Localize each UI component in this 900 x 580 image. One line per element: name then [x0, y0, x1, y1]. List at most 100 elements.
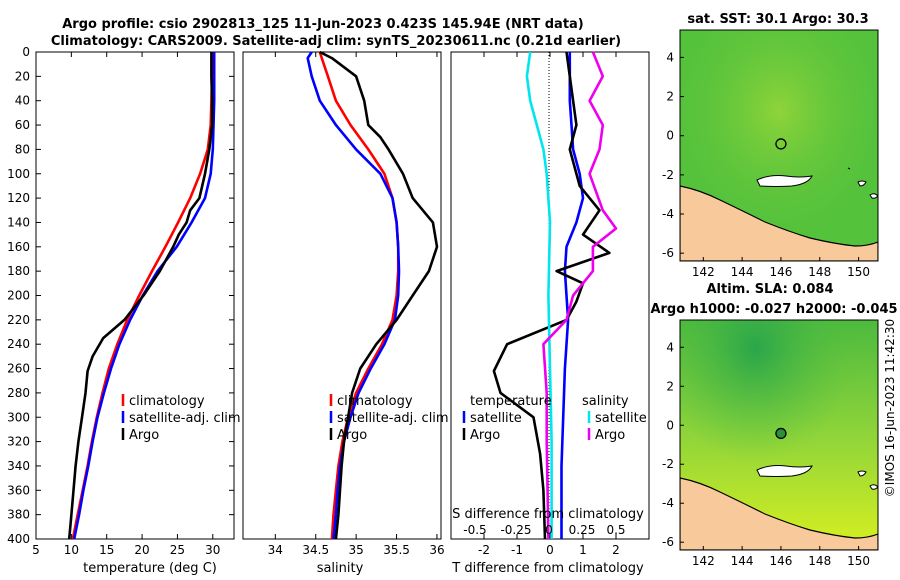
y-tick-label: 300 [7, 410, 30, 424]
legend-label-satellite: satellite-adj. clim [129, 411, 241, 426]
s-difference-tick-label: -0.25 [500, 523, 531, 537]
legend-label-t-satellite: satellite [470, 411, 522, 426]
legend-label-climatology: climatology [129, 394, 205, 409]
x-tick-label: 20 [134, 543, 149, 557]
map-y-tick-label: 4 [666, 50, 674, 64]
sla-land [680, 477, 878, 550]
x-tick-label: 36 [429, 543, 444, 557]
t-difference-label: T difference from climatology [451, 561, 644, 576]
y-tick-label: 240 [7, 337, 30, 351]
sst-map-title: sat. SST: 30.1 Argo: 30.3 [687, 12, 868, 27]
y-tick-label: 100 [7, 167, 30, 181]
y-tick-label: 20 [15, 69, 30, 83]
legend-label-s-argo: Argo [595, 428, 625, 443]
x-tick-label: 5 [32, 543, 40, 557]
map-x-tick-label: 148 [808, 554, 831, 568]
map-y-tick-label: -6 [662, 535, 674, 549]
salinity-legend: climatology satellite-adj. clim Argo [329, 394, 449, 443]
imos-credit: ©IMOS 16-Jun-2023 11:42:30 [883, 319, 897, 497]
legend-label-t-argo: Argo [470, 428, 500, 443]
map-x-tick-label: 150 [847, 554, 870, 568]
y-tick-label: 160 [7, 240, 30, 254]
temperature-panel: 0204060801001201401601802002202402602803… [7, 45, 649, 576]
x-tick-label: -1 [511, 543, 523, 557]
map-x-tick-label: 144 [731, 554, 754, 568]
legend-label-argo: Argo [337, 428, 367, 443]
x-tick-label: 15 [99, 543, 114, 557]
y-tick-label: 260 [7, 362, 30, 376]
y-tick-label: 340 [7, 459, 30, 473]
y-tick-label: 40 [15, 94, 30, 108]
legend-label-satellite: satellite-adj. clim [337, 411, 449, 426]
y-tick-label: 60 [15, 118, 30, 132]
temperature-xlabel: temperature (deg C) [83, 561, 217, 576]
x-tick-label: 30 [205, 543, 220, 557]
map-y-tick-label: 2 [666, 379, 674, 393]
y-tick-label: 400 [7, 532, 30, 546]
y-tick-label: 280 [7, 386, 30, 400]
map-x-tick-label: 148 [808, 265, 831, 279]
y-tick-label: 180 [7, 264, 30, 278]
x-tick-label: 35 [349, 543, 364, 557]
legend-label-argo: Argo [129, 428, 159, 443]
series-line-argo [67, 52, 214, 540]
y-tick-label: 140 [7, 215, 30, 229]
temperature-axes-box [35, 51, 235, 540]
s-difference-tick-label: 0 [545, 523, 553, 537]
y-tick-label: 380 [7, 508, 30, 522]
sla-map-title: Altim. SLA: 0.084 [707, 282, 834, 297]
map-x-tick-label: 142 [692, 265, 715, 279]
y-tick-label: 80 [15, 142, 30, 156]
sla-argo-marker [775, 427, 787, 440]
s-difference-tick-label: -0.5 [463, 523, 486, 537]
series-line-s-argo [542, 51, 618, 540]
sla-map-subtitle: Argo h1000: -0.027 h2000: -0.045 [650, 302, 897, 317]
map-y-tick-label: -2 [662, 457, 674, 471]
salinity-xlabel: salinity [317, 561, 364, 576]
x-tick-label: 1 [579, 543, 587, 557]
series-line-t-argo [492, 51, 611, 540]
map-x-tick-label: 142 [692, 554, 715, 568]
x-tick-label: 34 [268, 543, 283, 557]
sla-island [756, 465, 813, 477]
map-x-tick-label: 144 [731, 265, 754, 279]
map-y-tick-label: -4 [662, 207, 674, 221]
series-line-t-satellite [560, 52, 585, 539]
y-tick-label: 120 [7, 191, 30, 205]
series-line-argo [319, 50, 439, 540]
sst-map: sat. SST: 30.1 Argo: 30.3 142 144 146 148 15… [662, 12, 879, 279]
x-tick-label: 10 [64, 543, 79, 557]
x-tick-label: 35.5 [383, 543, 410, 557]
figure-title-line1: Argo profile: csio 2902813_125 11-Jun-20… [62, 17, 584, 32]
y-tick-label: 360 [7, 483, 30, 497]
salinity-panel: 34 34.5 35 35.5 36 salinity climatology sate… [242, 50, 449, 576]
sst-argo-marker [775, 138, 787, 150]
map-x-tick-label: 146 [769, 554, 792, 568]
map-y-tick-label: -6 [662, 246, 674, 260]
x-tick-label: -2 [478, 543, 490, 557]
sla-map-frame [679, 319, 879, 551]
difference-panel: -2 -1 0 1 2 S difference from climatology -0… [450, 51, 650, 576]
legend-header-salinity: salinity [582, 394, 629, 409]
y-tick-label: 0 [22, 45, 30, 59]
sst-island [756, 175, 813, 187]
temperature-legend: climatology satellite-adj. clim Argo [121, 394, 241, 443]
difference-axes-box [450, 51, 650, 540]
map-y-tick-label: 0 [666, 418, 674, 432]
x-tick-label: 34.5 [302, 543, 329, 557]
y-tick-label: 200 [7, 289, 30, 303]
x-tick-label: 2 [612, 543, 620, 557]
map-y-tick-label: 4 [666, 340, 674, 354]
sst-land [680, 185, 878, 261]
x-tick-label: 0 [546, 543, 554, 557]
legend-header-temperature: temperature [470, 394, 552, 409]
map-y-tick-label: -4 [662, 496, 674, 510]
y-tick-label: 220 [7, 313, 30, 327]
s-difference-tick-label: 0.5 [606, 523, 625, 537]
map-x-tick-label: 150 [847, 265, 870, 279]
map-x-tick-label: 146 [769, 265, 792, 279]
sla-map: Altim. SLA: 0.084 Argo h1000: -0.027 h20… [650, 282, 897, 568]
series-line-s-satellite [525, 51, 553, 539]
sst-map-frame [679, 29, 879, 262]
